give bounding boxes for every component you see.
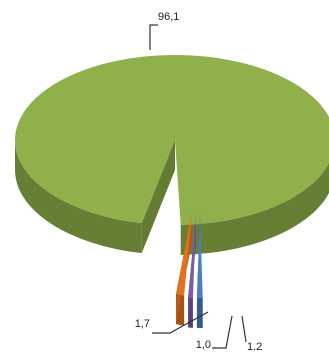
data-label-slice-2: 1,0 bbox=[196, 339, 211, 351]
slice-1-top bbox=[175, 212, 192, 296]
slice-3-side-outer bbox=[196, 297, 203, 329]
leader-line-3 bbox=[241, 315, 247, 343]
leader-lines bbox=[149, 24, 247, 349]
pie-top-layer bbox=[15, 55, 329, 298]
slice-0-side-outer bbox=[15, 140, 142, 254]
slice-0-side-outer bbox=[180, 162, 329, 255]
slice-2-top bbox=[188, 214, 196, 298]
data-label-slice-0: 96,1 bbox=[158, 11, 179, 23]
leader-line-0 bbox=[149, 24, 158, 50]
data-label-slice-1: 1,7 bbox=[135, 318, 150, 330]
data-label-slice-3: 1.2 bbox=[247, 341, 262, 353]
leader-line-2 bbox=[212, 315, 233, 349]
leader-line-1 bbox=[152, 311, 209, 334]
slice-3-top bbox=[196, 214, 203, 298]
data-labels: 96,1 1,7 1,0 1.2 bbox=[135, 11, 263, 353]
slice-0-top bbox=[15, 55, 329, 225]
slice-0-side-start bbox=[141, 140, 175, 254]
